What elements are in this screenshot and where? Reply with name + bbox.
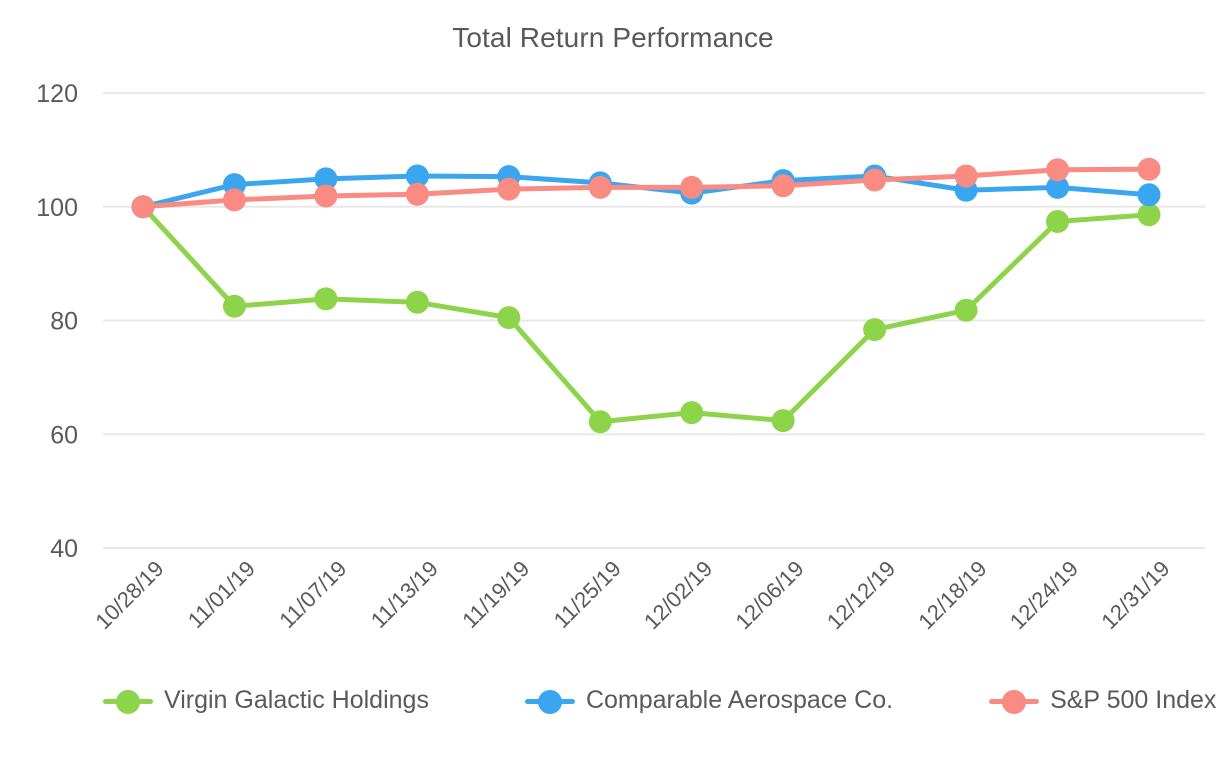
data-point-marker[interactable] — [314, 167, 338, 191]
data-point-marker[interactable] — [222, 188, 246, 212]
x-tick-label: 10/28/19 — [90, 556, 168, 634]
legend-dot — [537, 689, 562, 714]
x-tick-label: 11/01/19 — [183, 556, 260, 633]
y-axis-tick-labels: 120 100 80 60 40 — [36, 80, 78, 563]
x-tick-label: 12/02/19 — [639, 556, 717, 634]
y-tick-label: 40 — [50, 535, 78, 563]
data-point-marker[interactable] — [954, 164, 978, 188]
data-point-marker[interactable] — [588, 410, 612, 434]
legend-dot — [116, 689, 140, 714]
data-point-marker[interactable] — [771, 409, 795, 433]
data-point-marker[interactable] — [1046, 175, 1070, 199]
x-tick-label: 11/25/19 — [549, 556, 626, 633]
data-point-marker[interactable] — [863, 168, 887, 192]
data-point-marker[interactable] — [680, 401, 704, 425]
data-point-marker[interactable] — [314, 287, 338, 311]
x-tick-label: 11/07/19 — [274, 556, 351, 633]
legend-label: S&P 500 Index — [1050, 686, 1217, 714]
chart-legend: Virgin Galactic Holdings Comparable Aeros… — [0, 686, 1226, 715]
gridlines — [103, 92, 1205, 549]
y-tick-label: 120 — [36, 80, 78, 108]
legend-marker-icon — [103, 688, 153, 714]
data-point-marker[interactable] — [497, 177, 521, 201]
data-point-marker[interactable] — [771, 174, 795, 198]
data-point-marker[interactable] — [405, 164, 429, 188]
data-point-marker[interactable] — [405, 182, 429, 206]
data-point-marker[interactable] — [314, 184, 338, 208]
legend-label: Comparable Aerospace Co. — [585, 686, 894, 714]
legend-label: Virgin Galactic Holdings — [164, 686, 429, 714]
x-tick-label: 12/24/19 — [1005, 556, 1083, 634]
data-point-marker[interactable] — [222, 294, 246, 318]
data-point-marker[interactable] — [954, 298, 978, 322]
series-line — [140, 204, 1152, 425]
data-point-marker[interactable] — [1046, 210, 1070, 234]
x-tick-label: 12/18/19 — [913, 556, 991, 634]
data-point-marker[interactable] — [588, 175, 612, 199]
data-point-marker[interactable] — [680, 175, 704, 199]
legend-item[interactable]: S&P 500 Index — [989, 686, 1216, 715]
data-point-marker[interactable] — [1137, 157, 1161, 181]
legend-item[interactable]: Comparable Aerospace Co. — [524, 686, 894, 715]
series-line — [140, 166, 1152, 210]
y-tick-label: 100 — [36, 194, 78, 222]
data-series — [131, 157, 1161, 434]
data-point-marker[interactable] — [497, 306, 521, 330]
x-tick-label: 11/13/19 — [366, 556, 443, 633]
x-tick-label: 12/31/19 — [1096, 556, 1174, 634]
legend-marker-icon — [524, 688, 575, 714]
legend-item[interactable]: Virgin Galactic Holdings — [103, 686, 429, 715]
y-tick-label: 80 — [50, 308, 78, 336]
x-tick-label: 12/12/19 — [822, 556, 900, 634]
chart-title: Total Return Performance — [452, 22, 774, 53]
data-point-marker[interactable] — [1137, 203, 1161, 227]
data-point-marker[interactable] — [405, 290, 429, 314]
x-tick-label: 12/06/19 — [730, 556, 808, 634]
data-point-marker[interactable] — [863, 318, 887, 342]
legend-marker-icon — [989, 688, 1040, 714]
series-line — [140, 173, 1152, 210]
x-axis-tick-labels: 10/28/19 11/01/19 11/07/19 11/13/19 11/19/19… — [90, 556, 1174, 634]
legend-dot — [1002, 689, 1027, 714]
data-point-marker[interactable] — [131, 195, 155, 219]
y-tick-label: 60 — [50, 421, 78, 449]
data-point-marker[interactable] — [1046, 158, 1070, 182]
data-point-marker[interactable] — [1137, 183, 1161, 207]
x-tick-label: 11/19/19 — [457, 556, 534, 633]
